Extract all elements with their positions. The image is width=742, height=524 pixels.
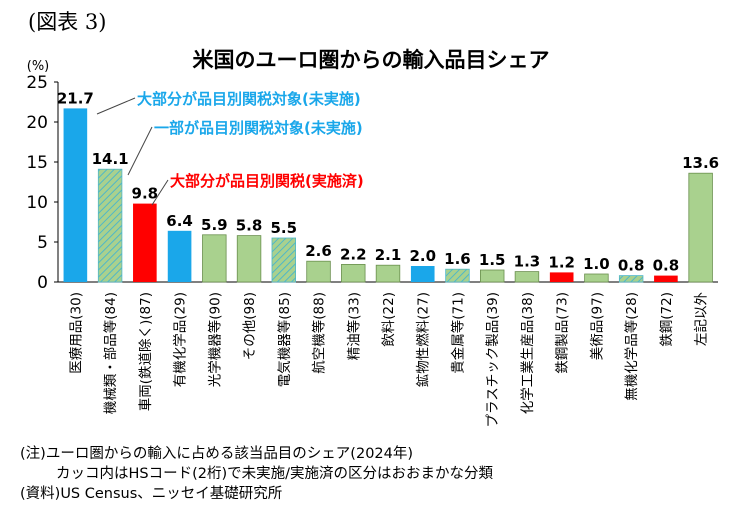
note-line-2: カッコ内はHSコード(2桁)で未実施/実施済の区分はおおまかな分類 — [56, 466, 494, 482]
category-label: その他(98) — [242, 292, 258, 360]
bar — [549, 272, 574, 282]
y-tick-label: 15 — [26, 153, 48, 173]
bar — [236, 235, 262, 283]
data-label: 2.0 — [409, 247, 436, 265]
annotation-text: 一部が品目別関税対象(未実施) — [154, 119, 363, 137]
category-label: 医療用品(30) — [67, 292, 84, 374]
data-label: 9.8 — [132, 185, 159, 203]
notes: (注)ユーロ圏からの輸入に占める該当品目のシェア(2024年) カッコ内はHSコ… — [20, 444, 493, 504]
data-label: 13.6 — [682, 154, 719, 172]
bar — [618, 275, 644, 283]
annotation-pointer — [127, 126, 153, 176]
category-label: 無機化学品等(28) — [623, 292, 640, 401]
data-label: 5.9 — [201, 216, 228, 234]
data-label: 2.1 — [375, 246, 402, 264]
bar — [306, 260, 331, 283]
bar — [654, 275, 678, 282]
y-tick-label: 25 — [26, 73, 48, 93]
bar — [375, 264, 401, 283]
bar — [341, 263, 366, 283]
chart-title: 米国のユーロ圏からの輸入品目シェア — [192, 48, 550, 72]
data-label: 14.1 — [92, 150, 129, 168]
data-label: 1.0 — [583, 255, 610, 273]
source-line: (資料)US Census、ニッセイ基礎研究所 — [20, 486, 283, 502]
bar — [410, 266, 435, 282]
category-label: 航空機等(88) — [311, 292, 328, 374]
category-label: 精油等(33) — [345, 292, 362, 360]
bar — [445, 268, 470, 283]
bar — [584, 273, 609, 283]
data-label: 1.6 — [444, 250, 471, 268]
data-label: 2.6 — [305, 242, 332, 260]
category-label: 飲料(22) — [381, 292, 397, 347]
data-label: 1.2 — [548, 253, 575, 271]
annotation-pointer — [151, 179, 169, 206]
annotation-text: 大部分が品目別関税(実施済) — [170, 172, 364, 190]
y-tick-label: 20 — [26, 113, 48, 133]
category-label: プラスチック製品(39) — [485, 292, 501, 427]
category-label: 左記以外 — [693, 292, 710, 346]
y-tick-label: 5 — [37, 233, 48, 253]
bar — [479, 269, 505, 283]
data-label: 2.2 — [340, 245, 367, 263]
category-label: 機械類・部品等(84) — [102, 292, 119, 414]
category-label: 鉱物性燃料(27) — [415, 292, 432, 387]
bar — [202, 234, 227, 283]
category-label: 化学工業生産品(38) — [520, 292, 536, 414]
data-label: 5.5 — [271, 219, 298, 237]
data-label: 5.8 — [236, 217, 263, 235]
category-label: 美術品(97) — [589, 292, 605, 360]
data-label: 21.7 — [57, 89, 94, 107]
bar — [688, 172, 713, 283]
bar — [271, 237, 296, 283]
y-axis-label: (%) — [27, 59, 50, 74]
category-label: 光学機器等(90) — [206, 292, 223, 387]
data-label: 6.4 — [166, 212, 193, 230]
figure-label: (図表 3) — [28, 10, 107, 34]
annotation-text: 大部分が品目別関税対象(未実施) — [137, 90, 361, 108]
bar — [63, 108, 88, 283]
category-label: 車両(鉄道除く)(87) — [138, 292, 154, 411]
y-tick-label: 10 — [26, 193, 48, 213]
data-label: 1.3 — [514, 253, 541, 271]
annotation-pointer — [96, 97, 136, 115]
data-label: 0.8 — [653, 257, 680, 275]
category-label: 有機化学品(29) — [173, 292, 189, 387]
data-label: 1.5 — [479, 251, 506, 269]
note-line-1: (注)ユーロ圏からの輸入に占める該当品目のシェア(2024年) — [20, 446, 414, 462]
category-label: 貴金属等(71) — [449, 292, 466, 374]
bar — [97, 168, 123, 283]
category-label: 電気機器等(85) — [276, 292, 293, 387]
y-tick-label: 0 — [37, 273, 48, 293]
bar — [514, 271, 540, 283]
category-label: 鉄鋼(72) — [659, 292, 675, 347]
bar — [133, 203, 157, 282]
category-label: 鉄鋼製品(73) — [555, 292, 571, 374]
data-label: 0.8 — [618, 257, 645, 275]
bar — [167, 230, 192, 282]
